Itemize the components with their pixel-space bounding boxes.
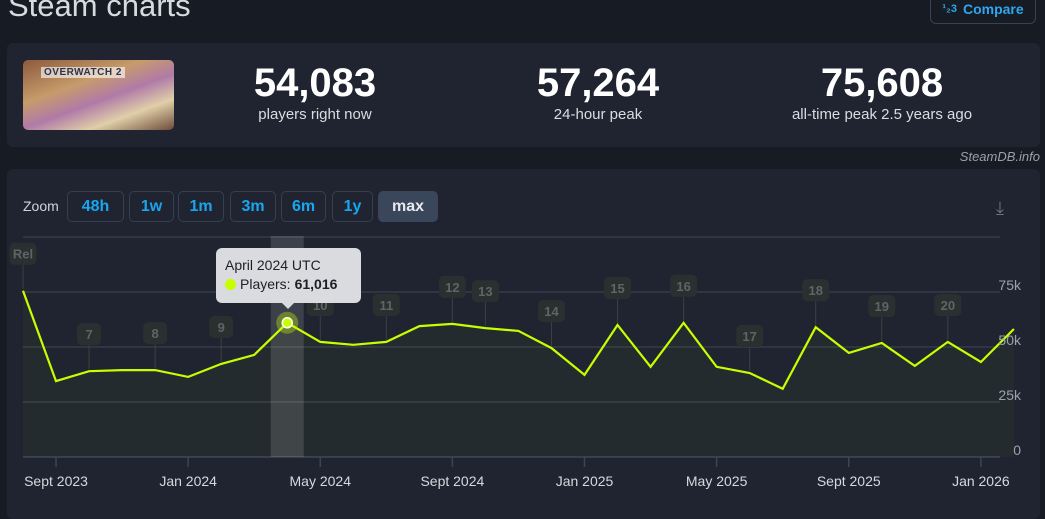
annotation-label: 8 xyxy=(152,326,159,341)
x-tick-label: May 2024 xyxy=(290,473,352,489)
x-tick-label: Jan 2026 xyxy=(952,473,1010,489)
x-tick-label: Sept 2023 xyxy=(24,473,88,489)
annotation-label: 20 xyxy=(941,298,955,313)
annotation-label: 9 xyxy=(218,320,225,335)
annotation-label: 13 xyxy=(478,284,492,299)
annotation-label: 11 xyxy=(379,298,393,313)
annotation-label: 16 xyxy=(676,279,690,294)
y-tick-label: 0 xyxy=(1013,442,1021,458)
tooltip-series: Players: xyxy=(240,276,291,292)
x-tick-label: May 2025 xyxy=(686,473,748,489)
y-tick-label: 50k xyxy=(998,332,1022,348)
annotation-label: Rel xyxy=(13,247,33,262)
y-tick-label: 75k xyxy=(998,277,1022,293)
annotation-label: 15 xyxy=(610,281,624,296)
annotation-label: 14 xyxy=(544,304,559,319)
x-tick-label: Sept 2025 xyxy=(817,473,881,489)
tooltip-title: April 2024 UTC xyxy=(225,257,361,273)
y-tick-label: 25k xyxy=(998,387,1022,403)
x-tick-label: Jan 2025 xyxy=(556,473,614,489)
series-dot-icon xyxy=(225,279,236,290)
highlighted-point[interactable] xyxy=(282,318,292,328)
x-tick-label: Sept 2024 xyxy=(420,473,484,489)
annotation-label: 18 xyxy=(808,283,822,298)
chart-tooltip: April 2024 UTC Players: 61,016 xyxy=(216,248,361,303)
annotation-label: 12 xyxy=(445,280,459,295)
annotation-label: 19 xyxy=(875,299,889,314)
x-tick-label: Jan 2024 xyxy=(159,473,217,489)
tooltip-value: 61,016 xyxy=(295,276,338,292)
annotation-label: 7 xyxy=(85,327,92,342)
annotation-label: 17 xyxy=(742,329,756,344)
